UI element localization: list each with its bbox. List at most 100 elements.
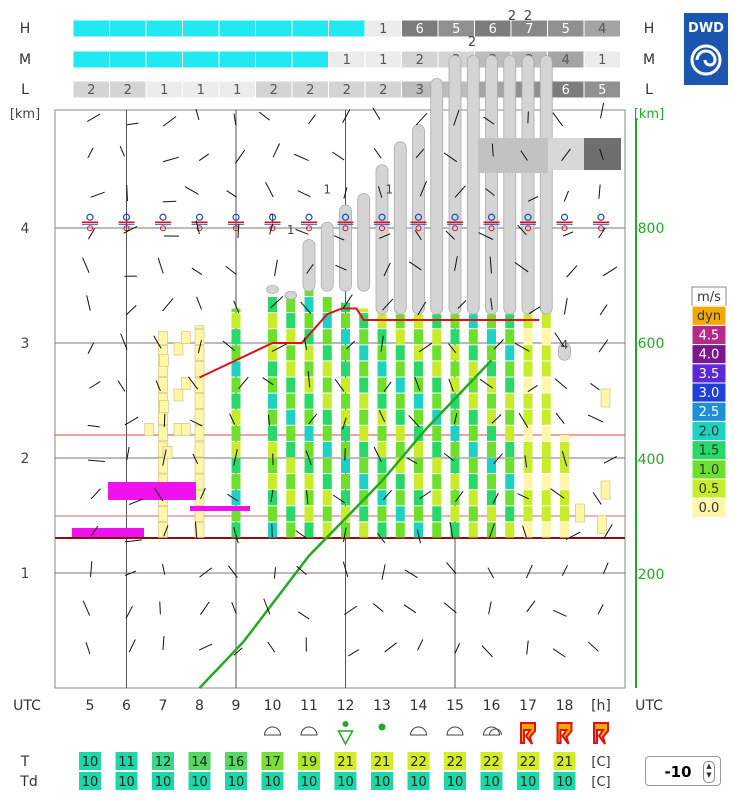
wind-barb xyxy=(332,494,345,504)
wind-barb xyxy=(270,489,274,502)
cloud-block xyxy=(505,361,515,377)
wind-barb xyxy=(492,492,499,504)
height-tick-label: 4 xyxy=(21,221,30,237)
cloud-icon xyxy=(300,726,318,736)
wind-barb xyxy=(603,455,617,464)
magenta-layer xyxy=(190,506,250,511)
cloud-block xyxy=(468,345,478,361)
cloud-block xyxy=(468,377,478,393)
wind-barb xyxy=(598,339,609,353)
wind-barb xyxy=(457,300,467,309)
cloud-block xyxy=(304,506,314,522)
temperature-cell xyxy=(225,752,247,770)
cloud-block xyxy=(180,377,191,390)
wind-barb xyxy=(306,490,309,505)
wind-barb xyxy=(345,340,356,350)
cloud-block xyxy=(414,329,423,345)
cloud-block xyxy=(341,409,350,425)
cloud-block xyxy=(341,361,350,377)
wind-barb xyxy=(271,524,273,537)
wind-barb xyxy=(525,564,533,579)
wind-barb xyxy=(590,383,600,391)
cloud-block xyxy=(505,393,515,409)
cloud-block xyxy=(286,377,296,393)
row-overlay-label: 2 xyxy=(524,9,532,24)
layer-cell-value: 5 xyxy=(452,22,460,37)
cloud-block xyxy=(159,354,169,367)
layer-cell-value: 5 xyxy=(562,22,570,37)
wind-barb xyxy=(332,151,345,161)
wind-barb xyxy=(488,523,495,539)
wind-barb xyxy=(295,530,307,539)
wind-barb xyxy=(592,492,602,505)
cloud-block xyxy=(432,474,442,490)
freezing-symbol xyxy=(561,225,568,232)
wind-barb xyxy=(561,148,571,162)
dewpoint-value: 10 xyxy=(556,775,573,790)
wind-barb xyxy=(552,648,566,658)
cloud-block xyxy=(414,361,423,377)
cloud-block xyxy=(487,490,496,506)
wind-barb xyxy=(199,487,206,500)
cloud-block xyxy=(432,314,442,329)
cloud-block xyxy=(450,522,460,538)
wind-barb xyxy=(380,335,384,352)
cloud-block xyxy=(322,409,332,425)
layer-cell-value: 1 xyxy=(379,53,387,68)
cloud-block xyxy=(194,441,205,458)
dewpoint-value: 10 xyxy=(447,775,464,790)
cloud-block xyxy=(304,425,314,441)
wind-barb xyxy=(237,223,240,239)
wind-barb xyxy=(192,453,199,465)
cloud-block xyxy=(487,409,496,425)
grey-cloud-tower xyxy=(284,290,298,300)
wind-barb xyxy=(295,228,309,235)
wind-barb xyxy=(487,567,495,579)
magenta-layer xyxy=(108,492,178,500)
cloud-block xyxy=(231,522,241,538)
legend-label: 1.5 xyxy=(699,444,720,459)
row-label-left: H xyxy=(20,21,31,37)
cloud-block xyxy=(304,458,314,474)
cloud-block xyxy=(414,474,423,490)
hour-tick-label: 8 xyxy=(195,698,204,714)
spin-arrows-icon[interactable]: ▲ ▼ xyxy=(703,761,715,783)
wind-barb xyxy=(90,561,93,577)
wind-barb xyxy=(233,647,243,656)
cloud-block xyxy=(450,506,460,522)
cloud-block xyxy=(541,393,551,409)
cloud-block xyxy=(414,425,423,441)
wind-barb xyxy=(488,601,492,615)
freezing-symbol xyxy=(597,213,605,221)
cloud-block xyxy=(359,441,369,457)
cloud-block xyxy=(268,474,277,490)
cloud-block xyxy=(468,441,478,457)
wind-barb xyxy=(305,450,312,466)
wind-barb xyxy=(333,235,345,241)
wind-barb xyxy=(88,459,105,463)
cloud-block xyxy=(322,361,332,377)
wind-barb xyxy=(522,525,527,538)
wind-barb xyxy=(489,256,492,274)
wind-barb xyxy=(415,112,428,126)
offset-stepper[interactable]: ▲▼ xyxy=(645,756,721,786)
row-label-left: L xyxy=(21,82,29,98)
wind-barb xyxy=(483,116,495,125)
pressure-tick-label: 600 xyxy=(638,336,665,352)
wind-barb xyxy=(162,156,179,163)
wind-barb xyxy=(162,298,174,312)
cloud-block xyxy=(395,314,405,329)
temperature-cell xyxy=(79,752,101,770)
cloud-block xyxy=(377,377,387,393)
cloud-block xyxy=(487,522,496,538)
wind-barb xyxy=(267,414,270,426)
cloud-block xyxy=(231,474,241,490)
wind-barb xyxy=(448,343,457,354)
layer-cell-value: 1 xyxy=(379,22,387,37)
wind-barb xyxy=(373,446,382,462)
height-tick-label: 2 xyxy=(21,451,30,467)
cloud-block xyxy=(304,393,314,409)
offset-input[interactable] xyxy=(650,760,706,784)
freezing-symbol xyxy=(451,213,459,221)
cloud-block xyxy=(231,308,241,313)
